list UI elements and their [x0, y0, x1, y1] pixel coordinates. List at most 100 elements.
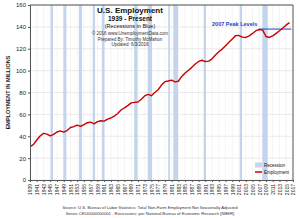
- y-grid-line: [30, 92, 293, 93]
- x-tick-mark: [70, 180, 71, 182]
- x-tick: 1979: [162, 180, 168, 195]
- source-note: Series CEU0000000001 - Recessions: per N…: [66, 211, 235, 216]
- x-grid-line: [212, 5, 213, 180]
- x-tick: 1991: [203, 180, 209, 195]
- x-tick-mark: [131, 180, 132, 182]
- x-tick: 2015: [284, 180, 290, 195]
- x-tick: 1941: [34, 180, 40, 195]
- x-tick-mark: [246, 180, 247, 182]
- plot-frame: [30, 5, 293, 180]
- x-tick-label: 1969: [128, 184, 134, 195]
- x-tick-mark: [185, 180, 186, 182]
- x-tick-mark: [293, 180, 294, 182]
- x-tick-mark: [91, 180, 92, 182]
- recession-band: [173, 5, 178, 180]
- y-axis-line: [28, 6, 31, 181]
- x-tick-mark: [97, 180, 98, 182]
- x-tick: 1973: [142, 180, 148, 195]
- y-tick-label: 80: [19, 90, 26, 96]
- x-tick-mark: [30, 180, 31, 182]
- y-tick-label: 160: [16, 2, 27, 8]
- y-tick-label: 120: [16, 46, 27, 52]
- x-tick-label: 1939: [27, 184, 33, 195]
- x-tick-mark: [259, 180, 260, 182]
- x-tick-mark: [84, 180, 85, 182]
- x-tick-label: 1983: [176, 184, 182, 195]
- chart-title: U.S. Employment: [97, 6, 163, 15]
- x-axis-line: [31, 181, 294, 183]
- x-tick: 2009: [263, 180, 269, 195]
- credit-note: Prepared By: Timothy McMahon: [98, 37, 163, 42]
- y-grid-line: [30, 114, 293, 115]
- x-tick-label: 1999: [230, 184, 236, 195]
- x-tick-mark: [57, 180, 58, 182]
- y-grid-line: [30, 136, 293, 137]
- legend-label: Recession: [264, 163, 286, 168]
- y-tick-label: 100: [16, 68, 27, 74]
- x-tick-label: 1997: [223, 184, 229, 195]
- y-grid-line: [30, 158, 293, 159]
- x-tick-mark: [205, 180, 206, 182]
- x-grid-line: [225, 5, 226, 180]
- x-tick-label: 1945: [47, 184, 53, 195]
- x-tick-label: 1977: [155, 184, 161, 195]
- x-tick-mark: [43, 180, 44, 182]
- chart-container: 0204060801001201401601939194119431945194…: [0, 0, 300, 218]
- plot-area: [30, 5, 291, 180]
- x-tick-mark: [145, 180, 146, 182]
- title-note: (Recessions in Blue): [105, 23, 156, 29]
- x-tick-label: 1941: [34, 184, 40, 195]
- y-tick-mark: [28, 158, 30, 159]
- x-tick-mark: [239, 180, 240, 182]
- credit-note: © 2016 www.UnemploymentData.com: [92, 30, 168, 36]
- x-tick: 1975: [149, 180, 155, 195]
- x-tick: 1993: [209, 180, 215, 195]
- recession-band: [168, 5, 170, 180]
- x-tick-label: 2001: [236, 184, 242, 195]
- y-tick-mark: [28, 114, 30, 115]
- x-tick-label: 1963: [108, 184, 114, 195]
- y-tick-label: 20: [19, 156, 26, 162]
- x-tick: 1971: [135, 180, 141, 195]
- x-tick-mark: [158, 180, 159, 182]
- x-tick-label: 1971: [135, 184, 141, 195]
- x-tick: 1943: [41, 180, 47, 195]
- x-tick-label: 2009: [263, 184, 269, 195]
- x-tick: 2013: [277, 180, 283, 195]
- y-tick-mark: [28, 71, 30, 72]
- background: [0, 0, 300, 218]
- x-tick: 1939: [27, 180, 33, 195]
- x-tick-label: 2015: [284, 184, 290, 195]
- x-tick-mark: [172, 180, 173, 182]
- y-tick-mark: [28, 49, 30, 50]
- x-tick-label: 1979: [162, 184, 168, 195]
- y-tick-mark: [28, 93, 30, 94]
- x-tick-label: 1965: [115, 184, 121, 195]
- x-tick: 1981: [169, 180, 175, 195]
- chart-subtitle: 1939 - Present: [108, 15, 153, 22]
- x-tick-label: 1993: [209, 184, 215, 195]
- x-tick-mark: [199, 180, 200, 182]
- x-tick: 1959: [95, 180, 101, 195]
- y-grid-line: [30, 70, 293, 71]
- x-tick: 2003: [243, 180, 249, 195]
- x-tick: 2011: [270, 180, 276, 195]
- recession-band: [240, 5, 242, 180]
- x-tick-mark: [118, 180, 119, 182]
- x-tick: 2005: [250, 180, 256, 195]
- y-tick-mark: [28, 136, 30, 137]
- y-tick: 20: [19, 156, 30, 162]
- y-tick-label: 40: [19, 134, 26, 140]
- y-tick: 100: [16, 68, 30, 74]
- legend: RecessionEmployment: [255, 163, 290, 175]
- x-tick: 1965: [115, 180, 121, 195]
- x-grid-line: [252, 5, 253, 180]
- y-tick: 80: [19, 90, 30, 96]
- legend-swatch: [255, 171, 262, 173]
- x-tick-mark: [165, 180, 166, 182]
- x-tick-label: 1989: [196, 184, 202, 195]
- x-tick-label: 2017: [290, 184, 296, 195]
- y-tick-label: 60: [19, 112, 26, 118]
- x-grid-line: [56, 5, 57, 180]
- x-tick-label: 2011: [270, 184, 276, 195]
